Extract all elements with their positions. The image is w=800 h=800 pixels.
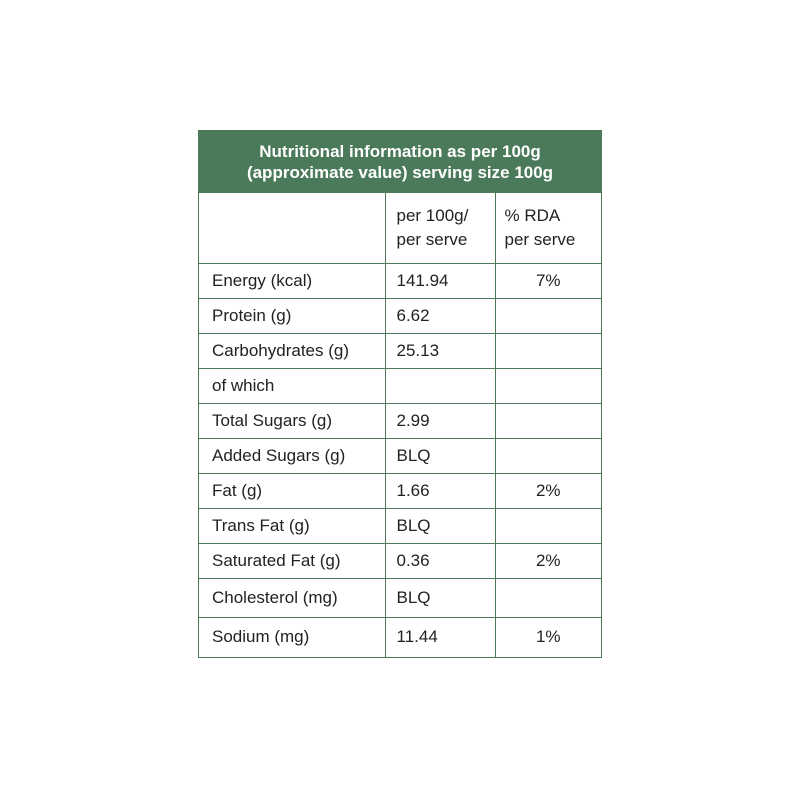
rda-value: 2%: [494, 542, 601, 579]
table-row: Cholesterol (mg) BLQ: [199, 577, 601, 618]
nutrient-value: 6.62: [384, 297, 496, 334]
nutrient-label: Total Sugars (g): [199, 402, 386, 439]
nutrient-value: 0.36: [384, 542, 496, 579]
nutrient-value: BLQ: [384, 507, 496, 544]
table-row: Saturated Fat (g) 0.36 2%: [199, 542, 601, 579]
header-rda: % RDA per serve: [494, 193, 601, 264]
nutrient-value: 1.66: [384, 472, 496, 509]
nutrient-value: [384, 367, 496, 404]
nutrient-value: 11.44: [384, 616, 496, 657]
title-line-2: (approximate value) serving size 100g: [246, 163, 554, 182]
nutrient-label: Trans Fat (g): [199, 507, 386, 544]
nutrient-label: Protein (g): [199, 297, 386, 334]
header-text: per serve: [396, 229, 468, 249]
rda-value: [494, 437, 601, 474]
nutrient-value: BLQ: [384, 577, 496, 618]
table-row: Sodium (mg) 11.44 1%: [199, 616, 601, 657]
table-row: Total Sugars (g) 2.99: [199, 402, 601, 439]
nutrition-table: Nutritional information as per 100g (app…: [198, 130, 602, 658]
nutrient-label: Fat (g): [199, 472, 386, 509]
rda-value: [494, 507, 601, 544]
table-title: Nutritional information as per 100g (app…: [199, 131, 601, 193]
rda-value: [494, 577, 601, 618]
table-row: of which: [199, 367, 601, 404]
nutrient-label: Carbohydrates (g): [199, 332, 386, 369]
table-row: Trans Fat (g) BLQ: [199, 507, 601, 544]
nutrient-value: 2.99: [384, 402, 496, 439]
rda-value: 2%: [494, 472, 601, 509]
header-text: per 100g/: [396, 205, 469, 225]
nutrient-value: 25.13: [384, 332, 496, 369]
column-header-row: per 100g/per serve % RDA per serve: [199, 193, 601, 264]
header-empty-cell: [199, 193, 386, 264]
rda-value: [494, 402, 601, 439]
rda-value: [494, 297, 601, 334]
nutrient-label: Cholesterol (mg): [199, 577, 386, 618]
nutrient-value: 141.94: [384, 262, 496, 299]
nutrient-label: Energy (kcal): [199, 262, 386, 299]
rda-value: [494, 332, 601, 369]
table-row: Energy (kcal) 141.94 7%: [199, 262, 601, 299]
table-row: Protein (g) 6.62: [199, 297, 601, 334]
header-per-100g: per 100g/per serve: [384, 193, 496, 264]
nutrient-label: of which: [199, 367, 386, 404]
nutrient-label: Sodium (mg): [199, 616, 386, 657]
nutrient-value: BLQ: [384, 437, 496, 474]
nutrient-label: Added Sugars (g): [199, 437, 386, 474]
table-row: Carbohydrates (g) 25.13: [199, 332, 601, 369]
header-text: % RDA: [504, 205, 561, 225]
nutrient-label: Saturated Fat (g): [199, 542, 386, 579]
rda-value: 1%: [494, 616, 601, 657]
rda-value: [494, 367, 601, 404]
title-line-1: Nutritional information as per 100g: [259, 142, 541, 161]
header-text: per serve: [504, 229, 576, 249]
table-row: Fat (g) 1.66 2%: [199, 472, 601, 509]
table-row: Added Sugars (g) BLQ: [199, 437, 601, 474]
rda-value: 7%: [494, 262, 601, 299]
